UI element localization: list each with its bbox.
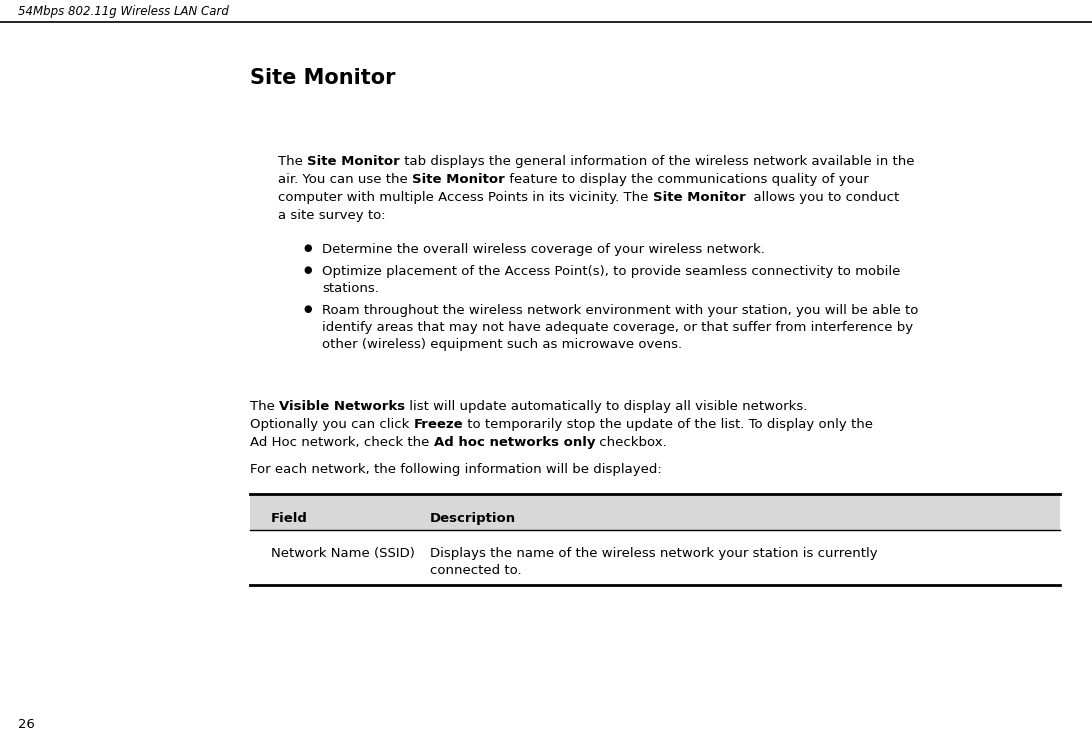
Text: Network Name (SSID): Network Name (SSID) (271, 547, 415, 560)
Text: Freeze: Freeze (414, 418, 463, 431)
Text: computer with multiple Access Points in its vicinity. The: computer with multiple Access Points in … (278, 191, 653, 204)
Text: ●: ● (302, 265, 311, 275)
Text: Visible Networks: Visible Networks (280, 400, 405, 413)
Text: For each network, the following information will be displayed:: For each network, the following informat… (250, 463, 662, 476)
Text: 54Mbps 802.11g Wireless LAN Card: 54Mbps 802.11g Wireless LAN Card (17, 5, 229, 18)
Text: to temporarily stop the update of the list. To display only the: to temporarily stop the update of the li… (463, 418, 874, 431)
Text: Displays the name of the wireless network your station is currently: Displays the name of the wireless networ… (430, 547, 878, 560)
Text: Optionally you can click: Optionally you can click (250, 418, 414, 431)
Text: Optimize placement of the Access Point(s), to provide seamless connectivity to m: Optimize placement of the Access Point(s… (322, 265, 901, 278)
Text: other (wireless) equipment such as microwave ovens.: other (wireless) equipment such as micro… (322, 338, 682, 351)
Text: Site Monitor: Site Monitor (307, 155, 400, 168)
Text: connected to.: connected to. (430, 564, 522, 577)
Text: list will update automatically to display all visible networks.: list will update automatically to displa… (405, 400, 808, 413)
Text: Site Monitor: Site Monitor (412, 173, 505, 186)
Bar (250, 493, 1060, 530)
Text: Site Monitor: Site Monitor (250, 68, 395, 88)
Text: checkbox.: checkbox. (595, 436, 667, 449)
Text: Ad Hoc network, check the: Ad Hoc network, check the (250, 436, 434, 449)
Text: identify areas that may not have adequate coverage, or that suffer from interfer: identify areas that may not have adequat… (322, 321, 913, 334)
Text: tab displays the general information of the wireless network available in the: tab displays the general information of … (400, 155, 914, 168)
Text: Determine the overall wireless coverage of your wireless network.: Determine the overall wireless coverage … (322, 243, 764, 256)
Text: Field: Field (271, 512, 308, 525)
Text: a site survey to:: a site survey to: (278, 209, 385, 222)
Text: air. You can use the: air. You can use the (278, 173, 412, 186)
Text: 26: 26 (17, 718, 35, 731)
Text: allows you to conduct: allows you to conduct (746, 191, 900, 204)
Text: The: The (250, 400, 280, 413)
Text: The: The (278, 155, 307, 168)
Text: Ad hoc networks only: Ad hoc networks only (434, 436, 595, 449)
Text: ●: ● (302, 304, 311, 314)
Text: ●: ● (302, 243, 311, 253)
Text: Roam throughout the wireless network environment with your station, you will be : Roam throughout the wireless network env… (322, 304, 918, 317)
Text: stations.: stations. (322, 282, 379, 295)
Text: Description: Description (430, 512, 517, 525)
Text: feature to display the communications quality of your: feature to display the communications qu… (505, 173, 868, 186)
Text: Site Monitor: Site Monitor (653, 191, 746, 204)
